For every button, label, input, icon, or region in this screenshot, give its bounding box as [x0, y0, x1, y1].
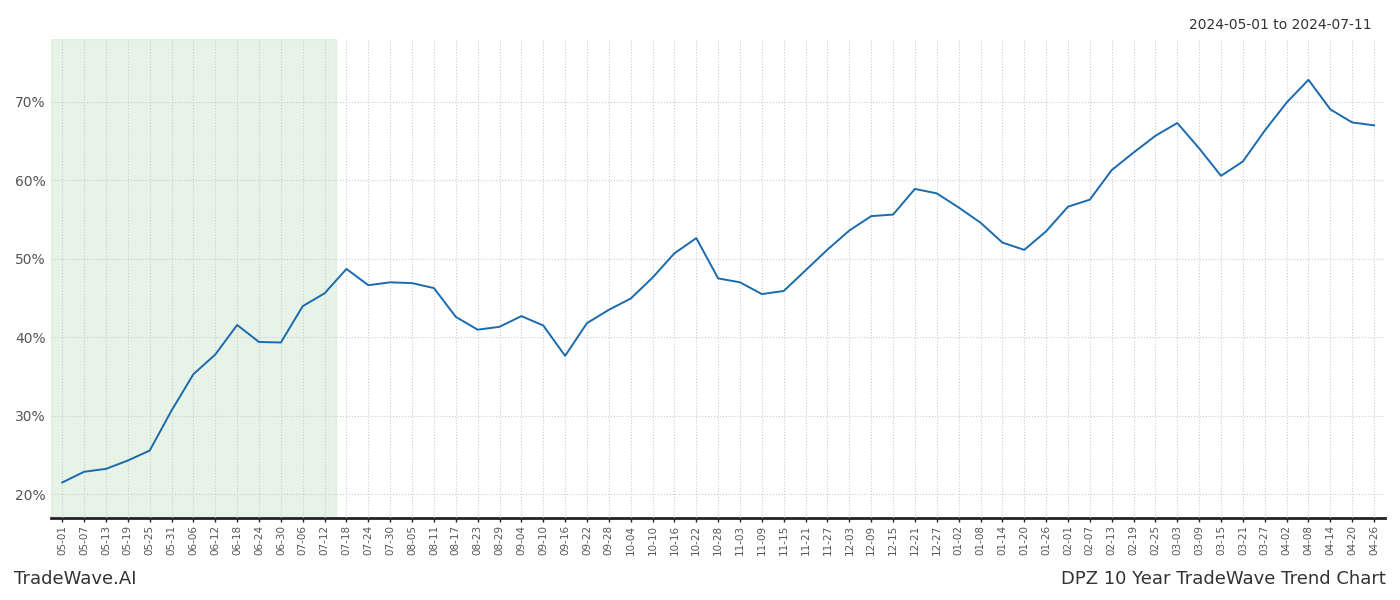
Text: 2024-05-01 to 2024-07-11: 2024-05-01 to 2024-07-11 — [1190, 18, 1372, 32]
Bar — [52, 39, 336, 518]
Text: TradeWave.AI: TradeWave.AI — [14, 570, 137, 588]
Text: DPZ 10 Year TradeWave Trend Chart: DPZ 10 Year TradeWave Trend Chart — [1061, 570, 1386, 588]
